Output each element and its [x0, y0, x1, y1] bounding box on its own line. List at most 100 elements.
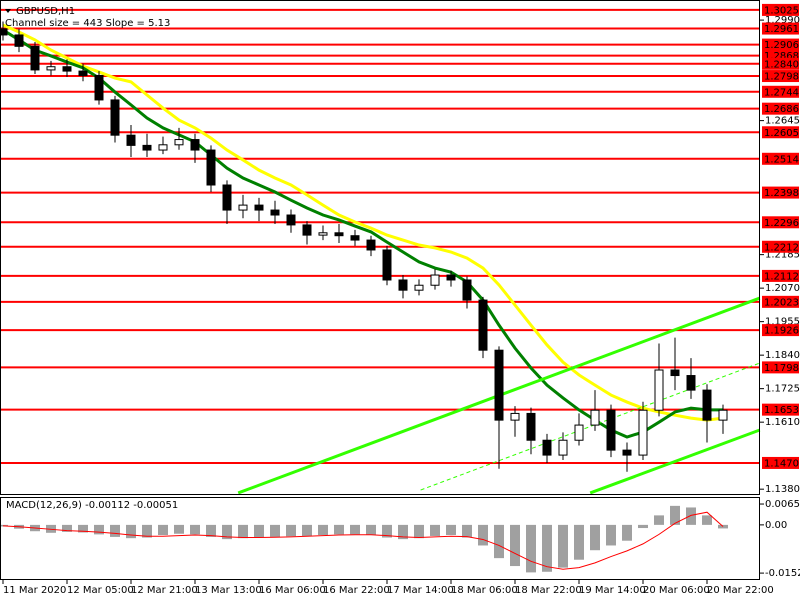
channel-line [589, 428, 761, 495]
level-label-box [762, 22, 799, 35]
x-tick-label: 17 Mar 14:00 [387, 585, 454, 596]
level-label-box [762, 295, 799, 308]
candle-body [0, 28, 8, 36]
candle-body [670, 369, 680, 377]
y-tick-label: 0.00 [765, 520, 787, 531]
candle-body [94, 74, 104, 101]
macd-bar [606, 524, 616, 546]
x-tick-label: 12 Mar 05:00 [67, 585, 134, 596]
candle-body [462, 279, 472, 301]
candle-body [318, 232, 328, 236]
macd-bar [542, 524, 552, 572]
level-label: 1.1798 [764, 363, 799, 374]
level-label-box [762, 240, 799, 253]
y-tick-label: 1.1380 [765, 484, 800, 495]
level-label-box [762, 403, 799, 416]
level-label: 1.2961 [764, 24, 799, 35]
macd-bar [686, 507, 696, 525]
level-label-box [762, 324, 799, 337]
candle-body [606, 409, 616, 451]
macd-bar [494, 524, 504, 559]
macd-bar [126, 524, 136, 539]
level-label-box [762, 152, 799, 165]
x-tick-label: 20 Mar 22:00 [707, 585, 774, 596]
level-label: 1.2840 [764, 59, 799, 70]
y-tick-label: 1.2185 [765, 250, 800, 261]
level-label: 1.2686 [764, 104, 799, 115]
candle-body [574, 424, 584, 441]
level-label: 1.2212 [764, 242, 799, 253]
collapse-icon [5, 9, 11, 13]
level-label: 1.2868 [764, 51, 799, 62]
macd-bar [558, 524, 568, 568]
y-tick-label: -0.01522 [765, 568, 800, 579]
candle-body [126, 134, 136, 146]
x-tick-label: 16 Mar 06:00 [259, 585, 326, 596]
macd-bar [254, 524, 264, 538]
candle-body [30, 45, 40, 71]
macd-bar [270, 524, 280, 537]
level-label: 1.2798 [764, 72, 799, 83]
x-tick-label: 16 Mar 22:00 [323, 585, 390, 596]
macd-bar [94, 524, 104, 535]
signal-line [2, 511, 724, 570]
macd-title: MACD(12,26,9) -0.00112 -0.00051 [6, 500, 178, 511]
level-label-box [762, 126, 799, 139]
macd-bar [510, 524, 520, 567]
macd-bar [366, 524, 376, 536]
macd-bar [478, 524, 488, 546]
y-tick-label: 1.1610 [765, 417, 800, 428]
y-tick-label: 1.1955 [765, 317, 800, 328]
channel-info: Channel size = 443 Slope = 5.13 [5, 18, 170, 29]
level-label: 1.1470 [764, 458, 799, 469]
candle-body [350, 235, 360, 241]
candle-body [14, 34, 24, 47]
candle-body [142, 144, 152, 151]
candle-body [526, 412, 536, 441]
candle-body [430, 274, 440, 286]
candle-body [382, 249, 392, 281]
macd-bar [78, 524, 88, 533]
candle-body [718, 409, 728, 421]
macd-bar [638, 524, 648, 529]
level-label-box [762, 57, 799, 70]
y-tick-label: 1.2070 [765, 283, 800, 294]
y-tick-label: 1.1840 [765, 350, 800, 361]
price-frame [0, 0, 760, 495]
level-label: 1.2906 [764, 40, 799, 51]
macd-bar [590, 524, 600, 551]
candle-body [558, 439, 568, 456]
candle-body [78, 70, 88, 76]
macd-bar [190, 524, 200, 535]
candle-body [398, 279, 408, 291]
macd-panel [0, 505, 728, 573]
x-tick-label: 18 Mar 22:00 [515, 585, 582, 596]
level-label-box [762, 102, 799, 115]
macd-bar [334, 524, 344, 535]
candle-body [638, 409, 648, 456]
candle-body [334, 232, 344, 237]
macd-bar [622, 524, 632, 541]
macd-bar [446, 524, 456, 536]
level-label: 1.2112 [764, 271, 799, 282]
candle-body [270, 209, 280, 216]
candle-body [174, 139, 184, 146]
candle-body [590, 409, 600, 426]
candle-body [510, 412, 520, 421]
candle-body [158, 144, 168, 151]
chart-title: GBPUSD,H1 [16, 6, 75, 17]
candle-body [622, 449, 632, 456]
macd-bar [206, 524, 216, 537]
level-label-box [762, 216, 799, 229]
macd-bar [174, 524, 184, 534]
x-tick-label: 12 Mar 21:00 [131, 585, 198, 596]
macd-bar [238, 524, 248, 539]
y-tick-label: 1.1725 [765, 384, 800, 395]
level-label: 1.3025 [764, 5, 799, 16]
moving-average [2, 28, 723, 439]
x-tick-label: 18 Mar 06:00 [451, 585, 518, 596]
candle-body [286, 214, 296, 226]
macd-bar [670, 505, 680, 525]
